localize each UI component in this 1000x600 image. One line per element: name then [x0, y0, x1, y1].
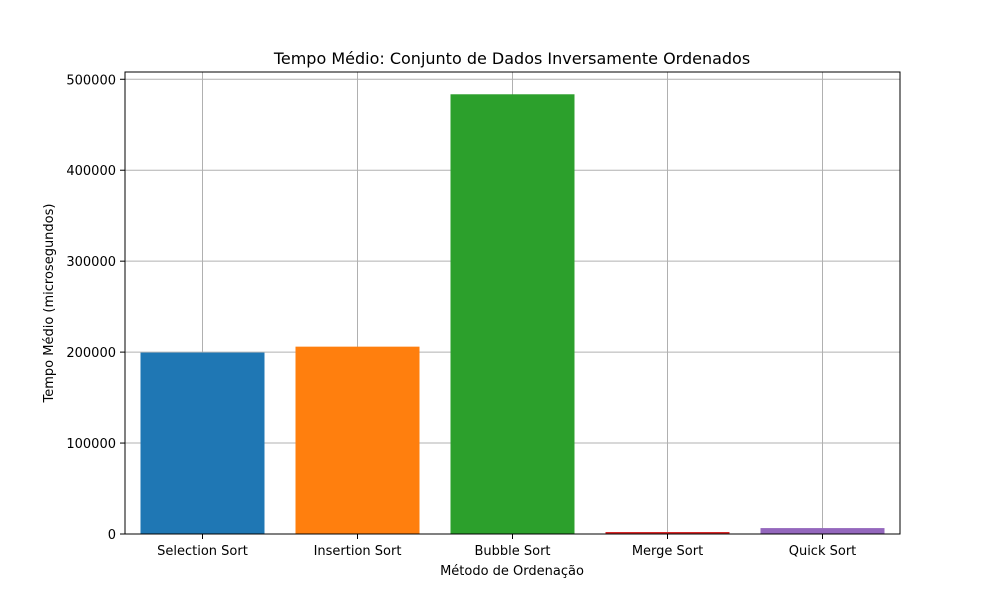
y-axis-label: Tempo Médio (microsegundos) [42, 204, 57, 404]
x-axis-label: Método de Ordenação [440, 564, 584, 579]
bar-bubble-sort [450, 94, 575, 534]
y-tick-label: 100000 [66, 437, 116, 452]
y-axis: 0 100000 200000 300000 400000 500000 [66, 73, 125, 543]
x-tick-label: Merge Sort [632, 544, 703, 559]
x-tick-label: Quick Sort [789, 544, 857, 559]
bars [140, 94, 885, 534]
chart-title: Tempo Médio: Conjunto de Dados Inversame… [273, 49, 750, 68]
x-tick-label: Selection Sort [157, 544, 248, 559]
bar-merge-sort [605, 531, 730, 534]
x-tick-label: Bubble Sort [474, 544, 550, 559]
bar-quick-sort [760, 528, 885, 534]
y-tick-label: 500000 [66, 73, 116, 88]
y-tick-label: 400000 [66, 164, 116, 179]
bar-selection-sort [140, 352, 265, 534]
bar-insertion-sort [295, 346, 420, 534]
x-tick-label: Insertion Sort [314, 544, 402, 559]
y-tick-label: 200000 [66, 346, 116, 361]
x-axis: Selection Sort Insertion Sort Bubble Sort M… [157, 534, 856, 559]
y-tick-label: 0 [108, 528, 116, 543]
y-tick-label: 300000 [66, 255, 116, 270]
